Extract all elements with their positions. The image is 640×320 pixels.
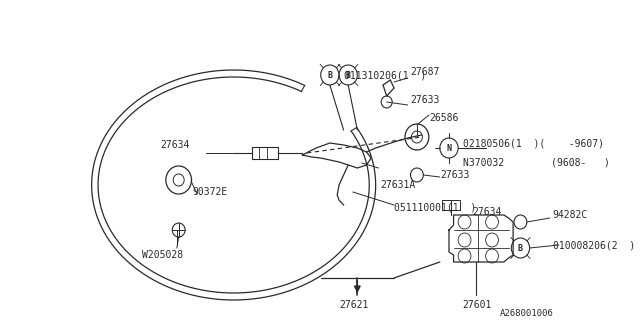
- Text: 02180506(1  )(    -9607): 02180506(1 )( -9607): [463, 138, 604, 148]
- Bar: [252, 147, 278, 159]
- Text: 26586: 26586: [429, 113, 458, 123]
- Text: A268001006: A268001006: [499, 309, 553, 318]
- Text: 94282C: 94282C: [552, 210, 588, 220]
- Text: 27634: 27634: [161, 140, 189, 150]
- Text: N: N: [447, 143, 451, 153]
- Text: N370032        (9608-   ): N370032 (9608- ): [463, 157, 610, 167]
- Text: 27687: 27687: [410, 67, 440, 77]
- Text: 27634: 27634: [472, 207, 501, 217]
- Text: B: B: [346, 70, 351, 79]
- Text: 010008206(2  ): 010008206(2 ): [552, 240, 635, 250]
- Text: 90372E: 90372E: [193, 187, 228, 197]
- Text: 27633: 27633: [410, 95, 440, 105]
- Text: 051110001(1  ): 051110001(1 ): [394, 202, 476, 212]
- Text: B: B: [518, 244, 523, 252]
- Text: B: B: [328, 70, 332, 79]
- Bar: [442, 200, 460, 210]
- Text: 27621: 27621: [339, 300, 369, 310]
- Text: 27601: 27601: [463, 300, 492, 310]
- Text: W205028: W205028: [142, 250, 183, 260]
- Text: 27633: 27633: [440, 170, 469, 180]
- Text: 011310206(1  ): 011310206(1 ): [344, 70, 426, 80]
- Text: 27631A: 27631A: [380, 180, 415, 190]
